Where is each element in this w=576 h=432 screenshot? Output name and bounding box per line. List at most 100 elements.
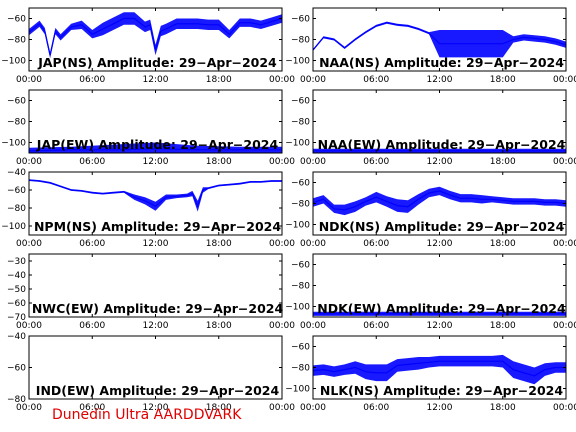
x-tick-label: 18:00 <box>206 239 232 249</box>
panel-10: −100 −80 −60 00:00 06:00 12:00 18:00 00:00 NLK(N… <box>285 335 576 413</box>
trace-line <box>28 17 283 56</box>
y-tick-label: −60 <box>291 97 310 107</box>
x-tick-label: 00:00 <box>553 157 576 167</box>
y-tick-label: −80 <box>7 395 26 405</box>
y-tick-label: −100 <box>1 57 26 67</box>
y-tick-label: −40 <box>7 332 26 342</box>
trace-line <box>28 148 282 152</box>
x-tick-label: 06:00 <box>363 157 389 167</box>
x-tick-label: 12:00 <box>143 239 169 249</box>
panel-title: IND(EW) Amplitude: 29−Apr−2024 <box>36 383 280 398</box>
panel-title: NLK(NS) Amplitude: 29−Apr−2024 <box>320 383 563 398</box>
panel-3: −100 −80 −60 00:00 06:00 12:00 18:00 00:00 JAP(E… <box>1 89 295 167</box>
panel-2: −100 −80 −60 00:00 06:00 12:00 18:00 00:00 NAA(N… <box>285 7 576 85</box>
x-tick-label: 00:00 <box>269 75 295 85</box>
x-tick-label: 00:00 <box>269 403 295 413</box>
x-tick-label: 00:00 <box>300 321 326 331</box>
y-tick-label: −60 <box>291 15 310 25</box>
y-tick-label: −100 <box>285 221 310 231</box>
x-tick-label: 00:00 <box>553 239 576 249</box>
y-tick-label: −100 <box>285 303 310 313</box>
x-tick-label: 12:00 <box>427 321 453 331</box>
panel-title: NDK(EW) Amplitude: 29−Apr−2024 <box>317 301 566 316</box>
panel-4: −100 −80 −60 00:00 06:00 12:00 18:00 00:00 NAA(E… <box>285 89 576 167</box>
trace-band <box>313 186 566 216</box>
panel-title: NAA(NS) Amplitude: 29−Apr−2024 <box>319 55 564 70</box>
trace-line <box>28 179 282 208</box>
footer-label: Dunedin Ultra AARDDVARK <box>52 407 242 423</box>
x-tick-label: 00:00 <box>16 75 42 85</box>
x-tick-label: 06:00 <box>363 321 389 331</box>
panel-title: NAA(EW) Amplitude: 29−Apr−2024 <box>318 137 566 152</box>
panel-5: −100 −80 −60 −40 00:00 06:00 12:00 18:00 00:00 NP… <box>1 168 295 249</box>
x-tick-label: 00:00 <box>553 75 576 85</box>
trace-line <box>312 360 566 377</box>
y-tick-label: −50 <box>7 285 26 295</box>
x-tick-label: 00:00 <box>269 321 295 331</box>
y-tick-label: −60 <box>291 179 310 189</box>
y-tick-label: −100 <box>1 139 26 149</box>
x-tick-label: 18:00 <box>490 157 516 167</box>
y-tick-label: −60 <box>7 299 26 309</box>
x-tick-label: 00:00 <box>553 321 576 331</box>
x-tick-label: 00:00 <box>16 239 42 249</box>
y-tick-label: −100 <box>285 139 310 149</box>
y-tick-label: −80 <box>291 36 310 46</box>
x-tick-label: 06:00 <box>79 403 105 413</box>
trace-band <box>29 12 282 59</box>
y-tick-label: −60 <box>7 97 26 107</box>
panel-7: −70 −60 −50 −40 −30 00:00 06:00 12:00 18:00 00:00… <box>7 253 295 331</box>
x-tick-label: 12:00 <box>143 157 169 167</box>
panel-title: JAP(NS) Amplitude: 29−Apr−2024 <box>37 55 277 70</box>
y-tick-label: −80 <box>7 36 26 46</box>
y-tick-label: −80 <box>7 204 26 214</box>
y-tick-label: −60 <box>7 364 26 374</box>
x-tick-label: 06:00 <box>363 75 389 85</box>
y-tick-label: −100 <box>285 57 310 67</box>
y-tick-label: −80 <box>291 118 310 128</box>
x-tick-label: 18:00 <box>206 321 232 331</box>
x-tick-label: 18:00 <box>490 321 516 331</box>
x-tick-label: 06:00 <box>79 75 105 85</box>
x-tick-label: 12:00 <box>143 75 169 85</box>
x-tick-label: 12:00 <box>143 321 169 331</box>
x-tick-label: 18:00 <box>490 403 516 413</box>
y-tick-label: −80 <box>7 118 26 128</box>
x-tick-label: 12:00 <box>143 403 169 413</box>
x-tick-label: 18:00 <box>206 403 232 413</box>
trace-band <box>313 21 566 58</box>
x-tick-label: 18:00 <box>206 75 232 85</box>
x-tick-label: 12:00 <box>427 157 453 167</box>
x-tick-label: 06:00 <box>79 239 105 249</box>
y-tick-label: −60 <box>291 261 310 271</box>
y-tick-label: −100 <box>285 385 310 395</box>
y-tick-label: −40 <box>7 168 26 178</box>
panel-title: JAP(EW) Amplitude: 29−Apr−2024 <box>36 137 279 152</box>
y-tick-label: −60 <box>7 186 26 196</box>
x-tick-label: 00:00 <box>553 403 576 413</box>
x-tick-label: 06:00 <box>79 157 105 167</box>
x-tick-label: 00:00 <box>16 321 42 331</box>
y-tick-label: −80 <box>291 364 310 374</box>
x-tick-label: 00:00 <box>16 403 42 413</box>
x-tick-label: 06:00 <box>363 403 389 413</box>
x-tick-label: 18:00 <box>490 75 516 85</box>
x-tick-label: 06:00 <box>363 239 389 249</box>
x-tick-label: 00:00 <box>300 157 326 167</box>
panel-8: −100 −80 −60 00:00 06:00 12:00 18:00 00:00 NDK(E… <box>285 253 576 331</box>
y-tick-label: −100 <box>1 222 26 232</box>
y-tick-label: −40 <box>7 271 26 281</box>
y-tick-label: −60 <box>291 343 310 353</box>
y-tick-label: −80 <box>291 282 310 292</box>
y-tick-label: −80 <box>291 200 310 210</box>
panel-title: NWC(EW) Amplitude: 29−Apr−2024 <box>32 301 284 316</box>
panel-title: NDK(NS) Amplitude: 29−Apr−2024 <box>319 219 565 234</box>
trace-line <box>312 190 567 211</box>
panel-9: −80 −60 −40 00:00 06:00 12:00 18:00 00:00 IND(EW… <box>7 332 295 413</box>
x-tick-label: 06:00 <box>79 321 105 331</box>
x-tick-label: 12:00 <box>427 239 453 249</box>
x-tick-label: 00:00 <box>300 403 326 413</box>
x-tick-label: 12:00 <box>427 75 453 85</box>
panel-title: NPM(NS) Amplitude: 29−Apr−2024 <box>34 219 281 234</box>
